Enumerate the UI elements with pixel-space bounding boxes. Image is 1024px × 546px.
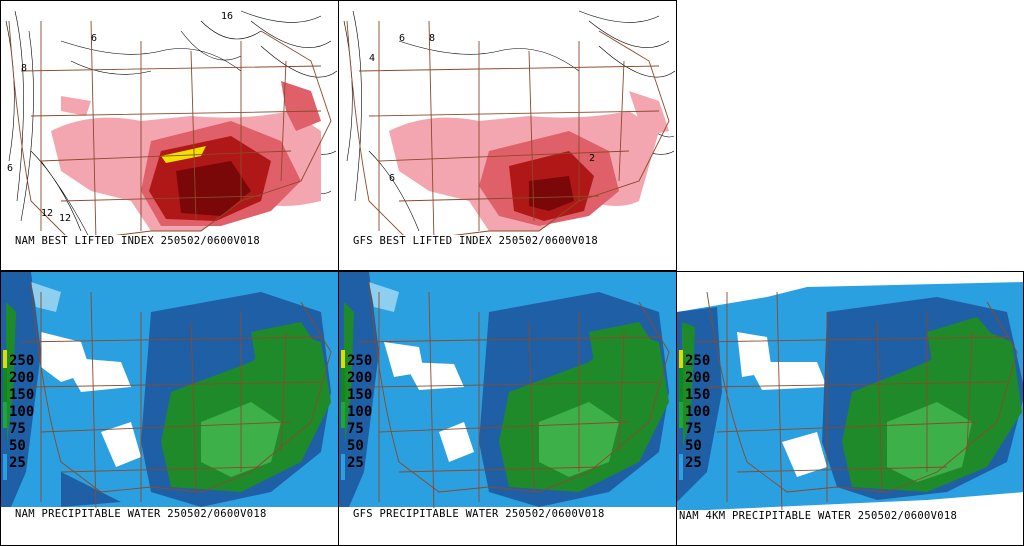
panel-caption: NAM PRECIPITABLE WATER 250502/0600V018 — [13, 508, 269, 520]
nam-4km-precipitable-water-panel: 250 200 150 100 75 50 25 NAM 4KM PRECIPI… — [676, 271, 1024, 546]
contour-label: 6 — [389, 173, 395, 184]
nam-4km-pw-map — [677, 282, 1023, 513]
gfs-lifted-index-map: 8 6 4 6 2 — [343, 10, 676, 242]
nam-lifted-index-panel: 16 8 6 6 12 12 NAM BEST LIFTED INDEX 250… — [0, 0, 339, 271]
legend-color-bar — [341, 350, 345, 480]
legend-color-bar — [3, 350, 7, 480]
panel-caption: GFS PRECIPITABLE WATER 250502/0600V018 — [351, 508, 607, 520]
legend-label: 25 — [685, 455, 702, 471]
legend-color-bar — [679, 350, 683, 480]
contour-label: 2 — [589, 153, 595, 164]
contour-label: 8 — [21, 63, 27, 74]
contour-label: 4 — [369, 53, 375, 64]
legend-label: 250 — [685, 353, 711, 369]
legend-label: 150 — [685, 387, 711, 403]
legend-label: 50 — [685, 438, 702, 454]
legend-label: 75 — [685, 421, 702, 437]
legend-label: 200 — [685, 370, 711, 386]
gfs-lifted-index-panel: 8 6 4 6 2 GFS BEST LIFTED INDEX 250502/0… — [338, 0, 677, 271]
gfs-pw-map — [339, 272, 676, 513]
panel-caption: NAM BEST LIFTED INDEX 250502/0600V018 — [13, 235, 262, 247]
contour-label: 12 — [59, 213, 71, 224]
panel-caption: NAM 4KM PRECIPITABLE WATER 250502/0600V0… — [677, 510, 960, 522]
legend-label: 250 — [9, 353, 35, 369]
legend-label: 25 — [9, 455, 26, 471]
contour-label: 6 — [399, 33, 405, 44]
legend-label: 100 — [9, 404, 35, 420]
legend-label: 75 — [347, 421, 364, 437]
legend-label: 200 — [347, 370, 373, 386]
panel-caption: GFS BEST LIFTED INDEX 250502/0600V018 — [351, 235, 600, 247]
contour-label: 6 — [91, 33, 97, 44]
contour-label: 12 — [41, 208, 53, 219]
nam-pw-map — [1, 272, 338, 513]
legend-label: 150 — [9, 387, 35, 403]
legend-label: 200 — [9, 370, 35, 386]
legend-label: 250 — [347, 353, 373, 369]
legend-label: 50 — [347, 438, 364, 454]
legend-label: 50 — [9, 438, 26, 454]
legend-label: 25 — [347, 455, 364, 471]
nam-precipitable-water-panel: 250 200 150 100 75 50 25 NAM PRECIPITABL… — [0, 271, 339, 546]
gfs-precipitable-water-panel: 250 200 150 100 75 50 25 GFS PRECIPITABL… — [338, 271, 677, 546]
nam-lifted-index-map: 16 8 6 6 12 12 — [5, 10, 338, 242]
legend-label: 75 — [9, 421, 26, 437]
legend-label: 100 — [347, 404, 373, 420]
legend-label: 150 — [347, 387, 373, 403]
contour-label: 8 — [429, 33, 435, 44]
contour-label: 16 — [221, 11, 233, 22]
legend-label: 100 — [685, 404, 711, 420]
contour-label: 6 — [7, 163, 13, 174]
